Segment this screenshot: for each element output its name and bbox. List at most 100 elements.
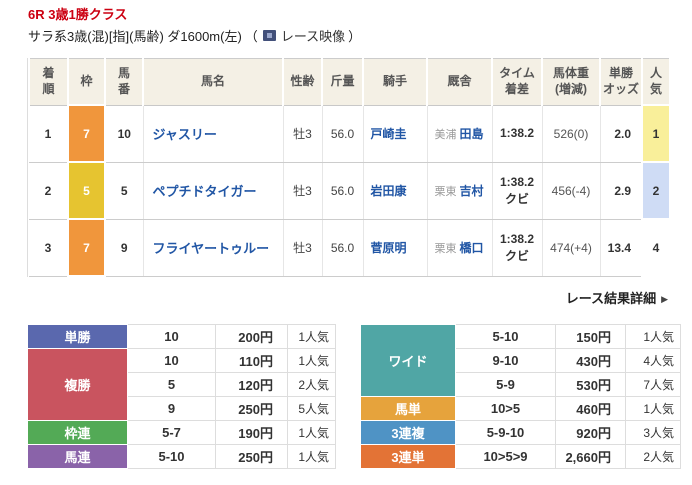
payout-popularity: 1人気 <box>287 420 336 445</box>
trainer-link[interactable]: 田島 <box>459 127 484 141</box>
odds-cell: 2.0 <box>600 105 643 163</box>
sexage-cell: 牡3 <box>283 162 323 220</box>
payout-type-wide: ワイド <box>360 324 456 397</box>
horse-link[interactable]: ペプチドタイガー <box>152 184 257 199</box>
jockey-link[interactable]: 岩田康 <box>370 184 407 198</box>
race-title: 6R 3歳1勝クラス <box>28 7 128 22</box>
number-cell: 10 <box>105 105 144 163</box>
stable-cell: 栗東 橋口 <box>427 219 493 277</box>
odds-cell: 13.4 <box>600 219 643 277</box>
race-result-detail-link[interactable]: レース結果詳細 ▶ <box>565 291 668 306</box>
payout-combo: 5-10 <box>127 444 216 469</box>
popularity-cell: 1 <box>641 104 671 163</box>
payout-table-left: 単勝 10 200円 1人気 複勝 10 110円 1人気 5 120円 2人気… <box>27 324 336 469</box>
jockey-cell: 岩田康 <box>363 162 428 220</box>
payout-row: 9 250円 5人気 <box>28 396 336 421</box>
payout-combo: 9-10 <box>455 348 556 373</box>
payout-popularity: 3人気 <box>625 420 681 445</box>
payout-popularity: 1人気 <box>287 324 336 349</box>
payout-popularity: 4人気 <box>625 348 681 373</box>
stable-cell: 栗東 吉村 <box>427 162 493 220</box>
payout-amount: 430円 <box>555 348 626 373</box>
payout-type-umatan: 馬単 <box>360 396 456 421</box>
horse-link[interactable]: フライヤートゥルー <box>152 241 270 256</box>
payout-combo: 10 <box>127 348 216 373</box>
payout-type-fukusho: 複勝 <box>27 348 128 421</box>
frame-cell: 7 <box>67 104 106 163</box>
finish-cell: 3 <box>29 219 69 277</box>
weight-cell: 56.0 <box>322 162 364 220</box>
col-number: 馬番 <box>104 58 144 106</box>
payout-popularity: 2人気 <box>287 372 336 397</box>
horse-link[interactable]: ジャスリー <box>152 127 217 142</box>
horseweight-cell: 456(-4) <box>542 162 601 220</box>
payout-popularity: 1人気 <box>287 348 336 373</box>
weight-cell: 56.0 <box>322 105 364 163</box>
payout-combo: 5-10 <box>455 324 556 349</box>
chevron-right-icon: ▶ <box>661 294 668 304</box>
jockey-link[interactable]: 戸崎圭 <box>370 127 407 141</box>
result-row: 3 7 9 フライヤートゥルー 牡3 56.0 菅原明 栗東 橋口 1:38.2 ク… <box>29 218 671 277</box>
payout-combo: 10 <box>127 324 216 349</box>
sexage-cell: 牡3 <box>283 105 323 163</box>
payout-row: 枠連 5-7 190円 1人気 <box>27 420 336 445</box>
popularity-cell: 2 <box>641 161 671 220</box>
time-cell: 1:38.2 クビ <box>492 162 543 220</box>
payout-amount: 2,660円 <box>555 444 626 469</box>
payout-popularity: 1人気 <box>625 396 681 421</box>
frame-cell: 5 <box>67 161 106 220</box>
sexage-cell: 牡3 <box>283 219 323 277</box>
jockey-link[interactable]: 菅原明 <box>370 241 407 255</box>
stable-region: 美浦 <box>434 129 457 141</box>
payout-popularity: 1人気 <box>287 444 336 469</box>
finish-cell: 2 <box>29 162 69 220</box>
finish-cell: 1 <box>29 105 69 163</box>
race-conditions-text: サラ系3歳(混)[指](馬齢) ダ1600m(左) <box>28 29 242 44</box>
results-table-wrap: 着順 枠 馬番 馬名 性齢 斤量 騎手 厩舎 タイム 着差 馬体重 (増減) 単勝オ… <box>27 58 671 277</box>
horseweight-cell: 474(+4) <box>542 219 601 277</box>
frame-cell: 7 <box>67 218 106 277</box>
popularity-cell: 4 <box>641 218 671 277</box>
payout-row: 複勝 10 110円 1人気 <box>27 348 336 421</box>
payout-combo: 9 <box>127 396 216 421</box>
odds-cell: 2.9 <box>600 162 643 220</box>
col-jockey: 騎手 <box>362 58 428 106</box>
payout-popularity: 7人気 <box>625 372 681 397</box>
payout-amount: 120円 <box>215 372 288 397</box>
result-row: 2 5 5 ペプチドタイガー 牡3 56.0 岩田康 栗東 吉村 1:38.2 クビ… <box>29 161 671 220</box>
paren-close: ） <box>348 29 362 44</box>
payout-combo: 5-9-10 <box>455 420 556 445</box>
trainer-link[interactable]: 吉村 <box>459 184 484 198</box>
payout-row: 3連複 5-9-10 920円 3人気 <box>360 420 681 445</box>
paren-open: （ <box>244 29 258 44</box>
number-cell: 9 <box>105 219 144 277</box>
weight-cell: 56.0 <box>322 219 364 277</box>
payout-combo: 5-7 <box>127 420 216 445</box>
payout-popularity: 2人気 <box>625 444 681 469</box>
results-table: 着順 枠 馬番 馬名 性齢 斤量 騎手 厩舎 タイム 着差 馬体重 (増減) 単勝オ… <box>28 58 671 277</box>
col-weight: 斤量 <box>321 58 364 106</box>
payout-type-wakuren: 枠連 <box>27 420 128 445</box>
video-icon-inner <box>266 33 272 38</box>
col-finish: 着順 <box>28 58 69 106</box>
stable-region: 栗東 <box>434 186 457 198</box>
payout-type-sanrentan: 3連単 <box>360 444 456 469</box>
payout-amount: 190円 <box>215 420 288 445</box>
payout-popularity: 1人気 <box>625 324 681 349</box>
trainer-link[interactable]: 橋口 <box>459 241 484 255</box>
payout-table-right: ワイド 5-10 150円 1人気 9-10 430円 4人気 5-9 530円… <box>360 324 681 469</box>
payout-row: 5 120円 2人気 <box>28 372 336 397</box>
payout-amount: 200円 <box>215 324 288 349</box>
payout-combo: 10>5 <box>455 396 556 421</box>
stable-cell: 美浦 田島 <box>427 105 493 163</box>
race-video-link[interactable]: レース映像 <box>280 29 346 44</box>
stable-region: 栗東 <box>434 243 457 255</box>
payout-combo: 5-9 <box>455 372 556 397</box>
video-icon <box>262 30 276 41</box>
payout-amount: 530円 <box>555 372 626 397</box>
payout-type-tansho: 単勝 <box>27 324 128 349</box>
payout-type-umaren: 馬連 <box>27 444 128 469</box>
payout-amount: 460円 <box>555 396 626 421</box>
payout-row: 3連単 10>5>9 2,660円 2人気 <box>360 444 681 469</box>
